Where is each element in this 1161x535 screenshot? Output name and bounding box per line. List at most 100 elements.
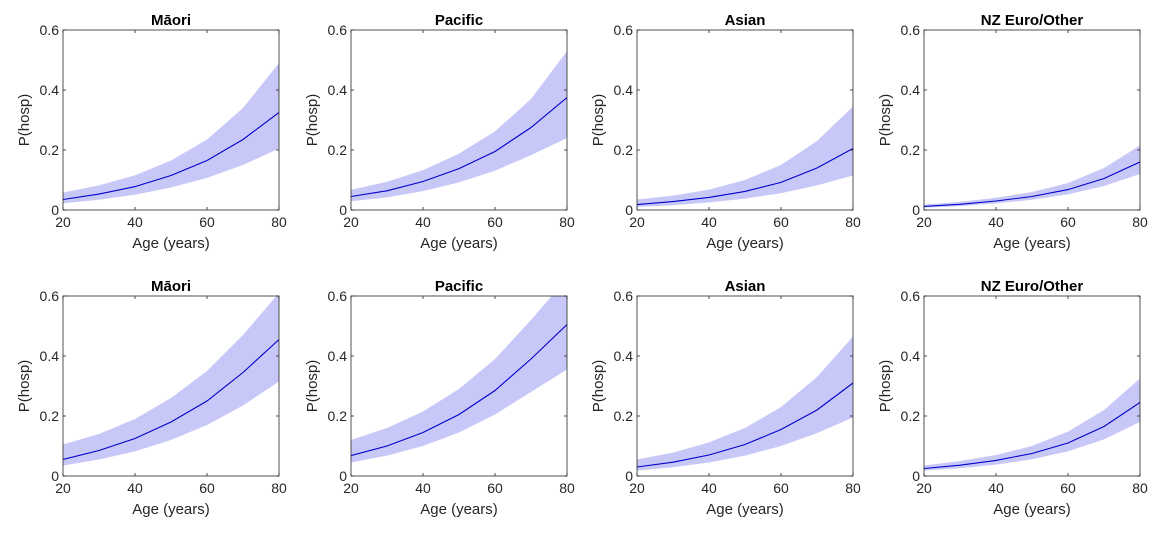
chart-7-x-tick-label: 40: [701, 480, 717, 496]
chart-6-axes-box: [350, 295, 568, 477]
chart-2-y-tick-label: 0.2: [328, 142, 348, 158]
chart-6-series-line-1: [351, 324, 567, 457]
chart-8-x-tick-label: 20: [916, 480, 932, 496]
chart-8: 20 40 60 80 0 0.2 0.4 0.6 NZ Euro/Other Age (year…: [877, 278, 1148, 518]
chart-8-y-tick-label: 0.2: [901, 408, 921, 424]
chart-7-y-tick-label: 0.6: [614, 288, 634, 304]
chart-2-x-tick-label: 40: [415, 214, 431, 230]
chart-3-x-tick-label: 60: [773, 214, 789, 230]
chart-4-x-tick-label: 20: [916, 214, 932, 230]
chart-8-x-tick-label: 60: [1060, 480, 1076, 496]
chart-6-title: Pacific: [435, 278, 483, 295]
chart-5-x-tick-label: 60: [199, 480, 215, 496]
chart-1-axes-box: [62, 29, 280, 211]
chart-4-y-tick-label: 0.4: [901, 82, 921, 98]
chart-1-y-tick-label: 0.4: [40, 82, 60, 98]
chart-5-series-line-1: [63, 339, 279, 461]
chart-3-plot: [637, 106, 853, 207]
chart-2-y-tick-label: 0: [339, 202, 347, 218]
chart-4-series-line-1: [924, 161, 1140, 207]
chart-2-axes-box: [350, 29, 568, 211]
chart-4: 20 40 60 80 0 0.2 0.4 0.6 NZ Euro/Other Age (year…: [877, 12, 1148, 252]
chart-6-plot: [351, 296, 567, 463]
chart-8-y-axis-label: P(hosp): [877, 360, 894, 413]
chart-7: 20 40 60 80 0 0.2 0.4 0.6 Asian Age (years) P(hosp…: [590, 278, 861, 518]
chart-3-y-tick-label: 0.4: [614, 82, 634, 98]
chart-1-x-tick-label: 80: [271, 214, 287, 230]
chart-3-title: Asian: [725, 12, 766, 29]
chart-6-y-axis-label: P(hosp): [304, 360, 321, 413]
chart-2-y-tick-label: 0.4: [328, 82, 348, 98]
chart-1-series-line-1: [63, 112, 279, 201]
chart-7-y-tick-label: 0: [625, 468, 633, 484]
chart-2-x-tick-label: 80: [559, 214, 575, 230]
chart-5-x-axis-label: Age (years): [132, 501, 210, 518]
chart-6-confidence-band-1: [351, 296, 567, 463]
chart-7-y-tick-label: 0.4: [614, 348, 634, 364]
chart-6-x-tick-label: 40: [415, 480, 431, 496]
chart-1: 20 40 60 80 0 0.2 0.4 0.6 Māori Age (years) P(hosp…: [16, 12, 287, 252]
chart-3-y-tick-label: 0.2: [614, 142, 634, 158]
chart-7-title: Asian: [725, 278, 766, 295]
chart-3-x-tick-label: 40: [701, 214, 717, 230]
chart-1-x-tick-label: 40: [127, 214, 143, 230]
chart-5-plot: [63, 296, 279, 466]
chart-4-plot: [924, 145, 1140, 208]
chart-1-title: Māori: [151, 12, 191, 29]
chart-3-y-axis-label: P(hosp): [590, 94, 607, 147]
chart-4-x-tick-label: 40: [988, 214, 1004, 230]
chart-4-y-tick-label: 0: [912, 202, 920, 218]
chart-8-y-tick-label: 0.4: [901, 348, 921, 364]
chart-2-y-tick-label: 0.6: [328, 22, 348, 38]
chart-7-x-tick-label: 20: [629, 480, 645, 496]
chart-4-axes-box: [923, 29, 1141, 211]
chart-4-x-tick-label: 80: [1132, 214, 1148, 230]
chart-7-y-axis-label: P(hosp): [590, 360, 607, 413]
chart-8-series-line-1: [924, 402, 1140, 470]
chart-8-x-tick-label: 40: [988, 480, 1004, 496]
chart-3-y-tick-label: 0.6: [614, 22, 634, 38]
chart-6-y-tick-label: 0: [339, 468, 347, 484]
chart-7-x-tick-label: 80: [845, 480, 861, 496]
chart-3-axes-box: [636, 29, 854, 211]
chart-3: 20 40 60 80 0 0.2 0.4 0.6 Asian Age (years) P(hosp…: [590, 12, 861, 252]
chart-2-series-line-1: [351, 97, 567, 198]
chart-8-title: NZ Euro/Other: [981, 278, 1084, 295]
chart-5-y-axis-label: P(hosp): [16, 360, 33, 413]
chart-2-x-axis-label: Age (years): [420, 235, 498, 252]
chart-2-plot: [351, 51, 567, 202]
chart-4-y-axis-label: P(hosp): [877, 94, 894, 147]
chart-6-y-tick-label: 0.6: [328, 288, 348, 304]
chart-2-y-axis-label: P(hosp): [304, 94, 321, 147]
chart-4-x-axis-label: Age (years): [993, 235, 1071, 252]
chart-5-y-tick-label: 0: [51, 468, 59, 484]
chart-5-x-tick-label: 80: [271, 480, 287, 496]
chart-5-title: Māori: [151, 278, 191, 295]
chart-1-x-tick-label: 20: [55, 214, 71, 230]
chart-7-series-line-1: [637, 382, 853, 468]
chart-3-x-axis-label: Age (years): [706, 235, 784, 252]
chart-8-confidence-band-1: [924, 378, 1140, 471]
chart-6-x-tick-label: 80: [559, 480, 575, 496]
chart-5-x-tick-label: 20: [55, 480, 71, 496]
chart-4-title: NZ Euro/Other: [981, 12, 1084, 29]
chart-5-y-tick-label: 0.2: [40, 408, 60, 424]
chart-6-x-axis-label: Age (years): [420, 501, 498, 518]
chart-5-y-tick-label: 0.6: [40, 288, 60, 304]
chart-1-y-tick-label: 0.2: [40, 142, 60, 158]
chart-8-x-axis-label: Age (years): [993, 501, 1071, 518]
chart-1-y-axis-label: P(hosp): [16, 94, 33, 147]
chart-1-x-axis-label: Age (years): [132, 235, 210, 252]
chart-7-plot: [637, 336, 853, 471]
chart-3-series-line-1: [637, 148, 853, 206]
chart-4-confidence-band-1: [924, 145, 1140, 208]
chart-3-x-tick-label: 80: [845, 214, 861, 230]
chart-5-x-tick-label: 40: [127, 480, 143, 496]
chart-8-plot: [924, 378, 1140, 471]
chart-7-axes-box: [636, 295, 854, 477]
chart-2: 20 40 60 80 0 0.2 0.4 0.6 Pacific Age (years) P(ho…: [304, 12, 575, 252]
chart-7-y-tick-label: 0.2: [614, 408, 634, 424]
chart-3-x-tick-label: 20: [629, 214, 645, 230]
chart-2-confidence-band-1: [351, 51, 567, 202]
